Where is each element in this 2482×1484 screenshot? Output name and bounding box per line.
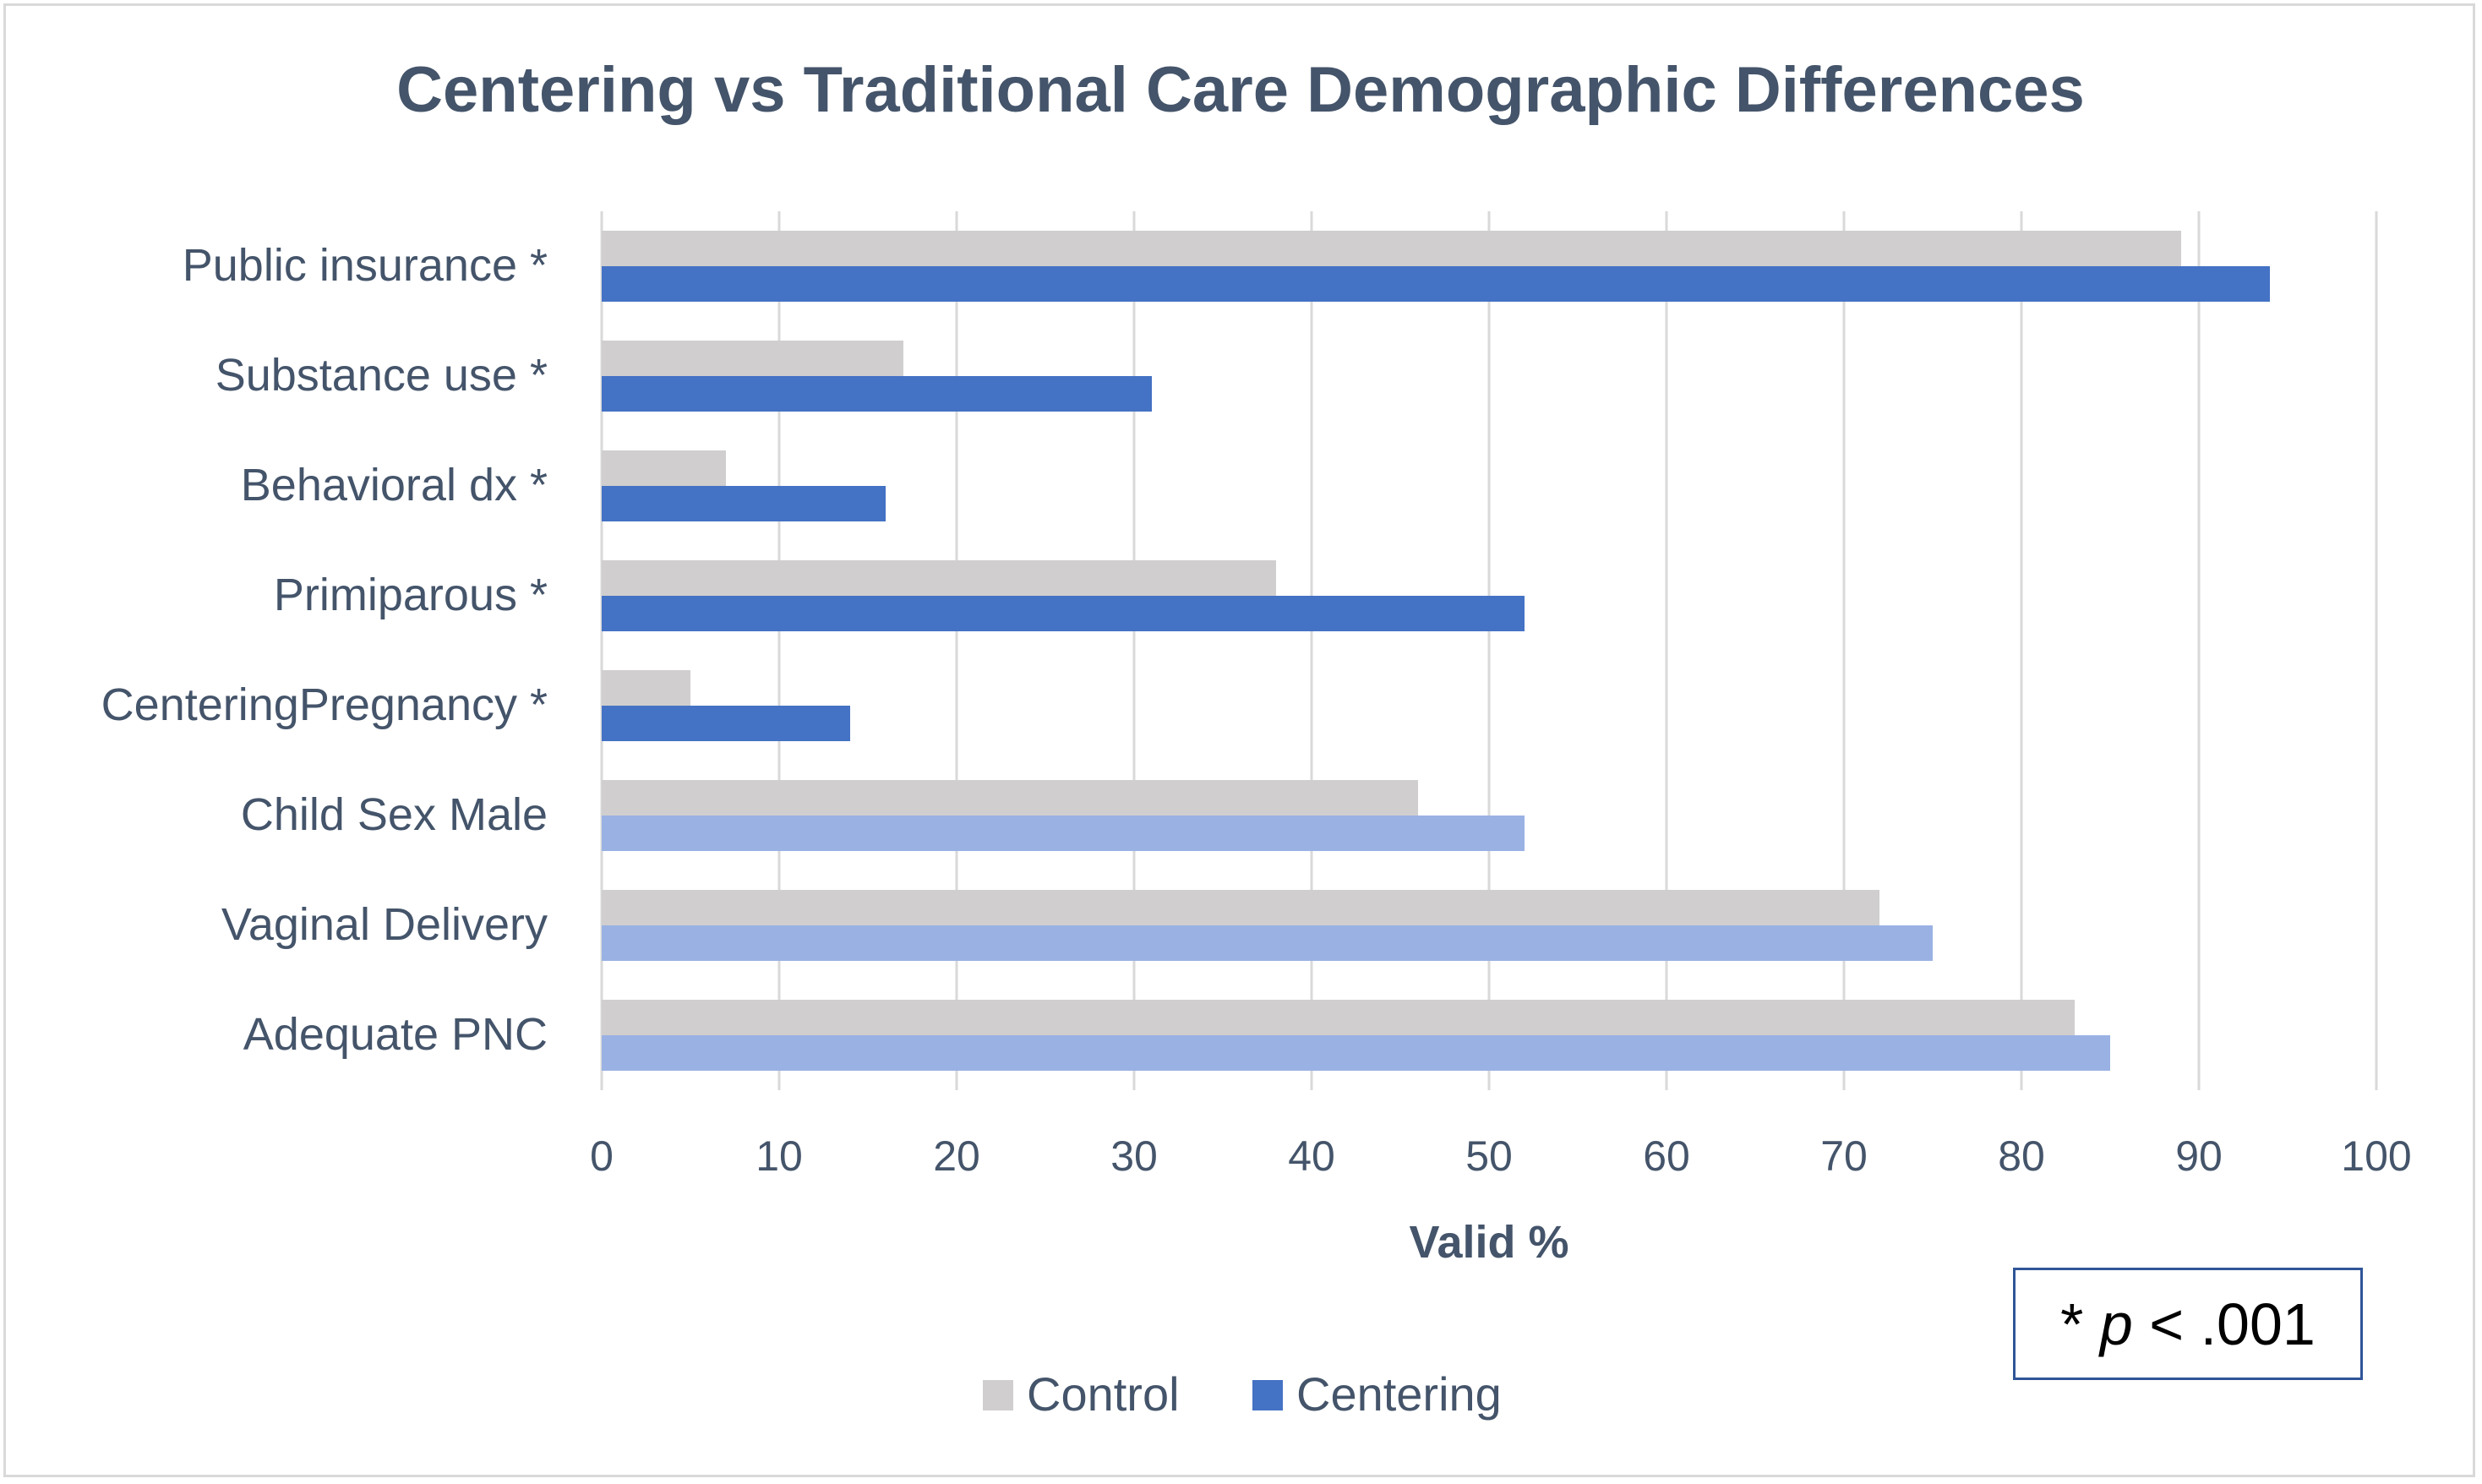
note-prefix: * (2060, 1290, 2100, 1357)
bar-centering-0 (602, 266, 2270, 302)
x-tick-label: 40 (1288, 1132, 1335, 1180)
legend-label-centering: Centering (1296, 1367, 1502, 1421)
note-threshold: < .001 (2132, 1290, 2316, 1357)
legend-swatch-control (983, 1380, 1013, 1410)
x-tick-label: 20 (933, 1132, 980, 1180)
bar-centering-2 (602, 486, 886, 521)
bars (602, 231, 2270, 1071)
category-label: Primiparous * (274, 570, 548, 620)
x-tick-label: 80 (1998, 1132, 2045, 1180)
category-label: Vaginal Delivery (221, 899, 548, 950)
significance-note: * p < .001 (2013, 1268, 2363, 1380)
bar-control-4 (602, 670, 690, 706)
bar-control-5 (602, 780, 1418, 816)
x-tick-label: 30 (1110, 1132, 1158, 1180)
x-tick-label: 50 (1465, 1132, 1513, 1180)
x-tick-label: 60 (1643, 1132, 1690, 1180)
category-label: Substance use * (215, 350, 548, 401)
bar-control-2 (602, 450, 726, 486)
x-axis-label: Valid % (1409, 1217, 1568, 1268)
bar-control-6 (602, 890, 1879, 925)
bar-control-3 (602, 560, 1276, 596)
category-label: Behavioral dx * (241, 460, 548, 510)
bar-control-1 (602, 341, 903, 376)
chart-title: Centering vs Traditional Care Demographi… (396, 54, 2085, 126)
category-label: Public insurance * (183, 240, 548, 291)
x-tick-label: 10 (756, 1132, 803, 1180)
bar-centering-5 (602, 816, 1525, 851)
legend-swatch-centering (1252, 1380, 1283, 1410)
legend-label-control: Control (1027, 1367, 1180, 1421)
category-label: Adequate PNC (243, 1009, 548, 1060)
category-labels: Public insurance * Substance use * Behavio… (101, 240, 548, 1060)
bar-control-7 (602, 1000, 2075, 1035)
category-label: Child Sex Male (241, 789, 548, 840)
x-tick-label: 0 (590, 1132, 614, 1180)
x-tick-labels: 0 10 20 30 40 50 60 70 80 90 100 (590, 1132, 2412, 1180)
note-p-symbol: p (2099, 1290, 2133, 1357)
bar-centering-4 (602, 706, 850, 741)
x-tick-label: 100 (2341, 1132, 2411, 1180)
bar-centering-7 (602, 1035, 2110, 1071)
x-tick-label: 90 (2175, 1132, 2223, 1180)
legend: Control Centering (983, 1367, 1502, 1421)
x-tick-label: 70 (1820, 1132, 1868, 1180)
bar-centering-3 (602, 596, 1525, 631)
bar-control-0 (602, 231, 2181, 266)
bar-centering-1 (602, 376, 1152, 412)
bar-centering-6 (602, 925, 1933, 961)
category-label: CenteringPregnancy * (101, 679, 548, 730)
